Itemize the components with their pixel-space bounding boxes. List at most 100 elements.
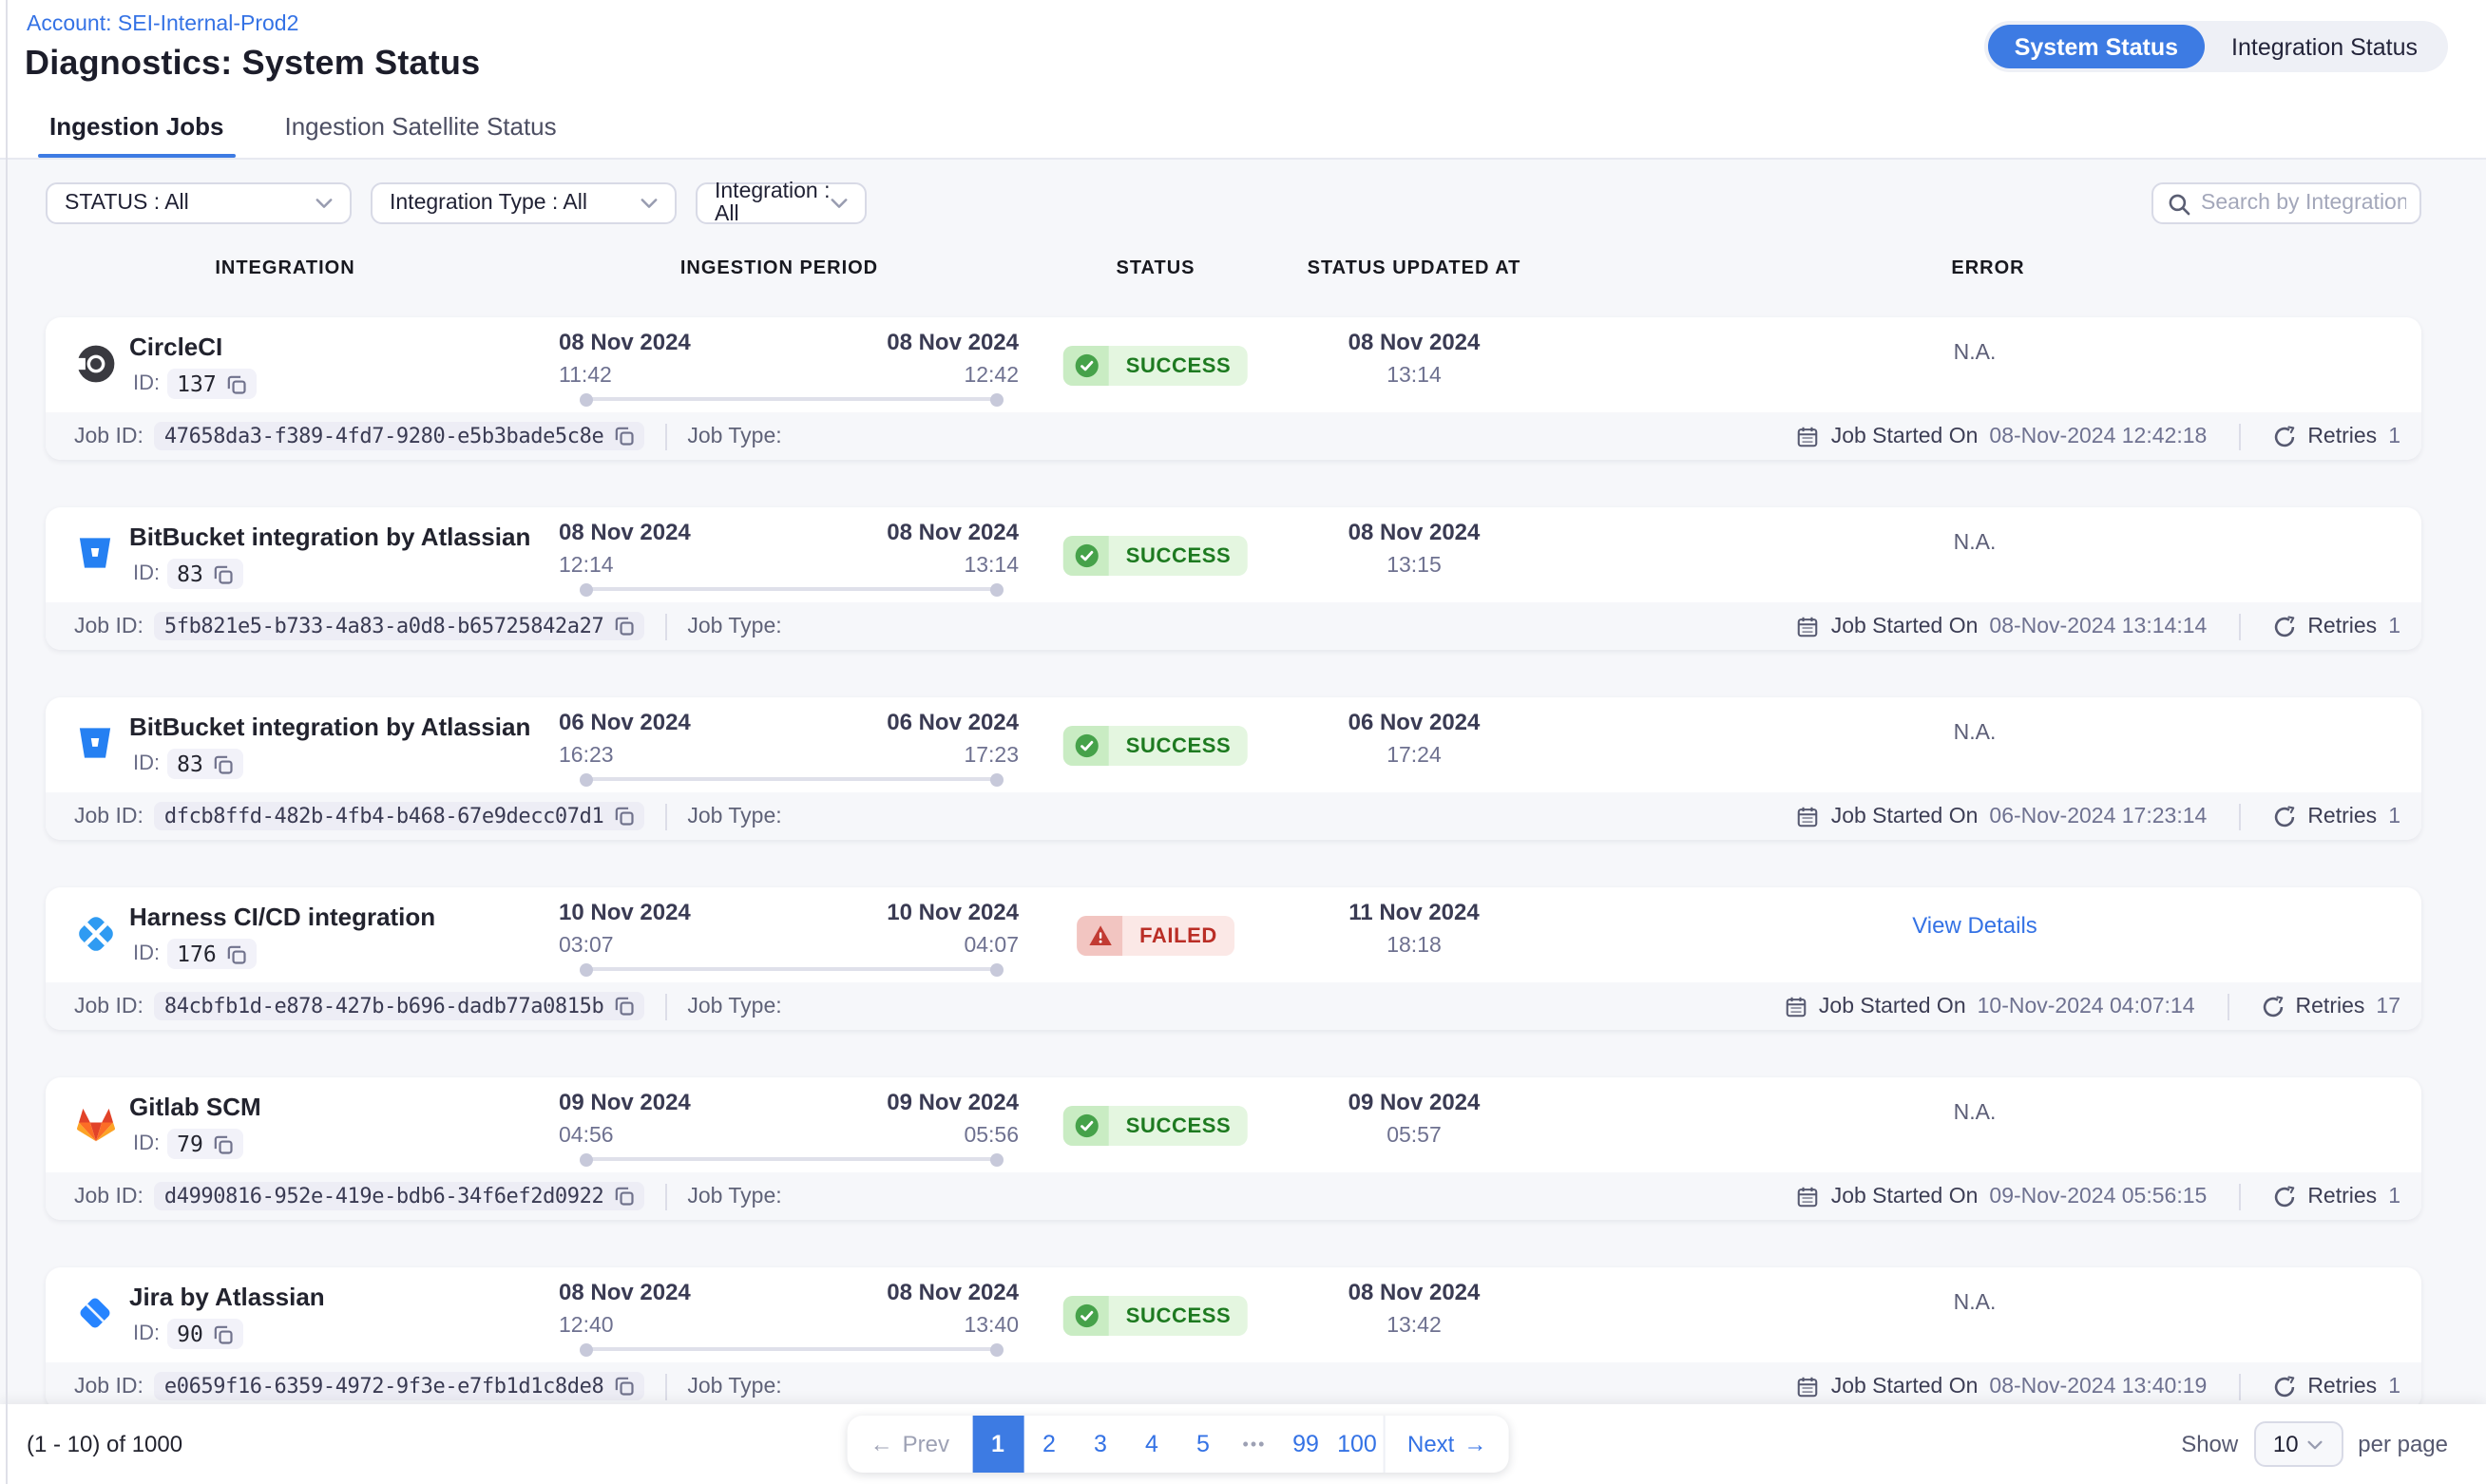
id-label: ID: [133,562,161,585]
page-button-100[interactable]: 100 [1331,1416,1383,1473]
next-page-button[interactable]: Next → [1383,1416,1509,1473]
job-details-strip: Job ID: 5fb821e5-b733-4a83-a0d8-b6572584… [46,602,2421,650]
check-circle-icon [1062,346,1109,386]
retries-icon [2273,805,2296,828]
bitbucket-icon [74,532,118,576]
search-input[interactable] [2201,192,2406,215]
prev-page-button[interactable]: ← Prev [848,1416,972,1473]
copy-icon[interactable] [613,996,634,1017]
copy-icon[interactable] [213,1323,234,1344]
status-filter-select[interactable]: STATUS : All [46,182,352,224]
id-label: ID: [133,752,161,775]
period-end-date: 06 Nov 2024 [887,709,1019,735]
period-end-date: 08 Nov 2024 [887,329,1019,355]
next-label: Next [1407,1431,1455,1457]
job-details-strip: Job ID: e0659f16-6359-4972-9f3e-e7fb1d1c… [46,1362,2421,1410]
status-text: FAILED [1139,924,1217,947]
copy-icon[interactable] [613,806,634,827]
page-button-4[interactable]: 4 [1126,1416,1177,1473]
integration-type-filter-select[interactable]: Integration Type : All [371,182,677,224]
retries-icon [2273,615,2296,637]
page-button-2[interactable]: 2 [1023,1416,1075,1473]
tab-ingestion-jobs[interactable]: Ingestion Jobs [38,112,235,158]
copy-icon[interactable] [613,426,634,447]
retries-label: Retries [2307,615,2378,637]
period-end-time: 05:56 [964,1125,1019,1148]
copy-icon[interactable] [613,1186,634,1207]
gitlab-icon [74,1102,118,1146]
integration-name: BitBucket integration by Atlassian [129,713,531,741]
job-started-on-label: Job Started On [1830,615,1979,637]
error-cell: N.A. [1953,532,1997,555]
ingestion-job-row: CircleCI ID: 137 08 Nov 2024 11:42 08 No… [46,317,2421,460]
column-status: STATUS [1116,258,1195,279]
job-started-on-value: 06-Nov-2024 17:23:14 [1989,805,2208,828]
updated-time: 17:24 [1386,745,1442,768]
copy-icon[interactable] [213,1133,234,1154]
page-button-3[interactable]: 3 [1075,1416,1126,1473]
integration-name: BitBucket integration by Atlassian [129,523,531,551]
divider [2239,803,2242,829]
divider [664,1183,667,1209]
ingestion-period-slider [580,582,1004,596]
left-edge-divider [6,0,8,1484]
page-size-select[interactable]: 10 [2253,1421,2343,1467]
retries-icon [2273,425,2296,447]
updated-date: 11 Nov 2024 [1348,899,1480,925]
job-id-label: Job ID: [74,425,143,447]
job-started-on-value: 08-Nov-2024 13:40:19 [1989,1375,2208,1398]
page-size-group: Show 10 per page [2181,1421,2448,1467]
integration-id-row: ID: 83 [133,559,243,589]
divider [2239,613,2242,639]
copy-icon[interactable] [213,753,234,774]
page-button-99[interactable]: 99 [1280,1416,1331,1473]
status-updated-at: 08 Nov 2024 13:14 [1348,329,1481,388]
period-end-date: 09 Nov 2024 [887,1089,1019,1115]
integration-id-value: 90 [177,1321,203,1347]
status-updated-at: 09 Nov 2024 05:57 [1348,1089,1481,1148]
tab-ingestion-satellite-status[interactable]: Ingestion Satellite Status [284,112,557,141]
integration-id-pill: 79 [167,1129,243,1159]
slider-handle-left [580,582,593,596]
status-badge: SUCCESS [1062,536,1249,576]
integration-filter-select[interactable]: Integration : All [696,181,867,226]
view-details-link[interactable]: View Details [1912,912,2037,939]
error-cell: N.A. [1953,1102,1997,1125]
divider [664,803,667,829]
updated-time: 05:57 [1386,1125,1442,1148]
period-start-date: 06 Nov 2024 [559,709,691,735]
pages-ellipsis-button[interactable]: ••• [1229,1416,1280,1473]
job-id-label: Job ID: [74,805,143,828]
job-started-on-label: Job Started On [1830,425,1979,447]
status-text: SUCCESS [1125,354,1232,377]
retries-label: Retries [2307,425,2378,447]
retries-icon [2273,1375,2296,1398]
updated-time: 18:18 [1386,935,1442,958]
integration-search-box [2151,182,2421,224]
period-end-date: 08 Nov 2024 [887,519,1019,545]
chevron-down-icon [641,198,658,209]
circleci-icon [74,342,118,386]
search-icon [2167,191,2191,216]
status-badge: SUCCESS [1062,1106,1249,1146]
account-link[interactable]: Account: SEI-Internal-Prod2 [27,13,299,36]
page-button-5[interactable]: 5 [1177,1416,1229,1473]
period-start-time: 04:56 [559,1125,614,1148]
system-status-toggle-button[interactable]: System Status [1987,25,2206,68]
copy-icon[interactable] [226,373,247,394]
bitbucket-icon [74,722,118,766]
integration-name: Jira by Atlassian [129,1283,325,1311]
table-header: INTEGRATION INGESTION PERIOD STATUS STAT… [0,258,2486,289]
copy-icon[interactable] [213,563,234,584]
slider-handle-left [580,962,593,976]
copy-icon[interactable] [613,616,634,637]
chevron-down-icon [316,198,333,209]
integration-status-toggle-button[interactable]: Integration Status [2205,25,2444,68]
status-badge: SUCCESS [1062,1296,1249,1336]
page-button-1[interactable]: 1 [972,1416,1023,1473]
copy-icon[interactable] [613,1376,634,1397]
copy-icon[interactable] [226,943,247,964]
job-type-label: Job Type: [687,425,782,447]
check-circle-icon [1062,536,1109,576]
